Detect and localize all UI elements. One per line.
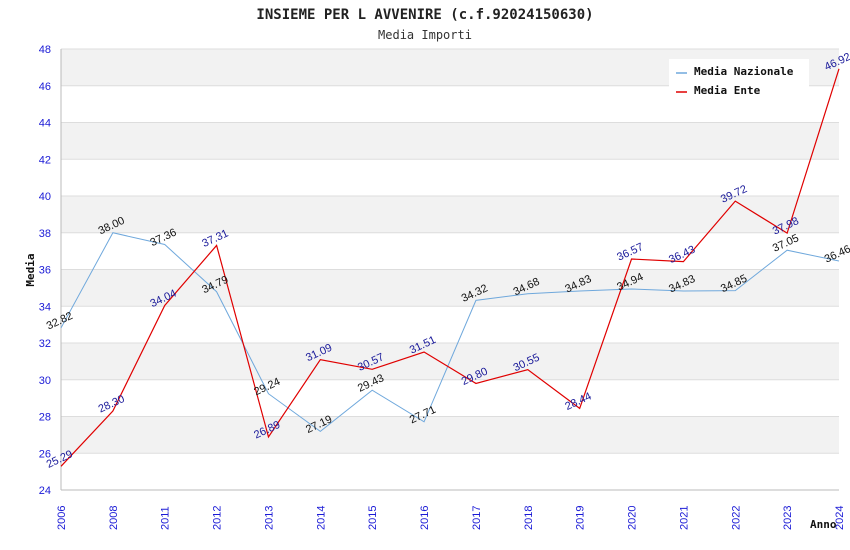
y-tick-label: 48 — [39, 44, 51, 56]
x-tick-label: 2024 — [834, 506, 846, 530]
axes: 24 26 28 30 32 34 36 38 40 42 44 46 48 2006 2008 2011 20… — [39, 44, 846, 530]
y-tick-label: 44 — [39, 118, 51, 130]
grid-band — [61, 379, 839, 417]
y-tick-label: 34 — [39, 301, 51, 313]
grid-band — [61, 232, 839, 270]
legend: Media Nazionale Media Ente — [669, 59, 809, 101]
y-tick-label: 40 — [39, 191, 51, 203]
y-tick-label: 30 — [39, 375, 51, 387]
y-tick-label: 32 — [39, 338, 51, 350]
x-axis-label: Anno — [810, 518, 837, 531]
x-tick-label: 2022 — [730, 506, 742, 530]
series-lines — [60, 68, 840, 467]
series-line-media-nazionale — [60, 232, 840, 433]
x-tick-label: 2018 — [523, 506, 535, 530]
x-tick-label: 2012 — [212, 506, 224, 530]
grid-band — [61, 306, 839, 343]
y-tick-label: 28 — [39, 412, 51, 424]
y-tick-label: 42 — [39, 154, 51, 166]
x-tick-label: 2017 — [471, 506, 483, 530]
legend-label-media-nazionale: Media Nazionale — [694, 65, 794, 78]
series-line-media-ente — [60, 68, 840, 467]
grid-band — [61, 416, 839, 454]
x-tick-label: 2015 — [367, 506, 379, 530]
x-tick-label: 2014 — [315, 506, 327, 530]
x-tick-label: 2019 — [575, 506, 587, 530]
y-tick-label: 26 — [39, 448, 51, 460]
x-tick-label: 2006 — [56, 506, 68, 530]
legend-box — [669, 59, 809, 101]
grid-band — [61, 196, 839, 233]
chart-title: INSIEME PER L AVVENIRE (c.f.92024150630) — [256, 7, 593, 23]
y-tick-label: 38 — [39, 228, 51, 240]
grid-band — [61, 159, 839, 196]
x-tick-label: 2016 — [419, 506, 431, 530]
chart-subtitle: Media Importi — [378, 28, 472, 42]
y-tick-label: 46 — [39, 81, 51, 93]
grid-band — [61, 453, 839, 490]
x-tick-label: 2021 — [678, 506, 690, 530]
grid-band — [61, 122, 839, 160]
y-tick-label: 36 — [39, 265, 51, 277]
x-tick-label: 2011 — [160, 506, 172, 530]
x-tick-label: 2013 — [263, 506, 275, 530]
x-tick-label: 2008 — [108, 506, 120, 530]
x-tick-label: 2020 — [627, 506, 639, 530]
y-tick-label: 24 — [39, 485, 51, 497]
y-axis-label: Media — [24, 253, 37, 286]
x-tick-label: 2023 — [782, 506, 794, 530]
grid-bands — [61, 49, 839, 490]
legend-label-media-ente: Media Ente — [694, 84, 761, 97]
